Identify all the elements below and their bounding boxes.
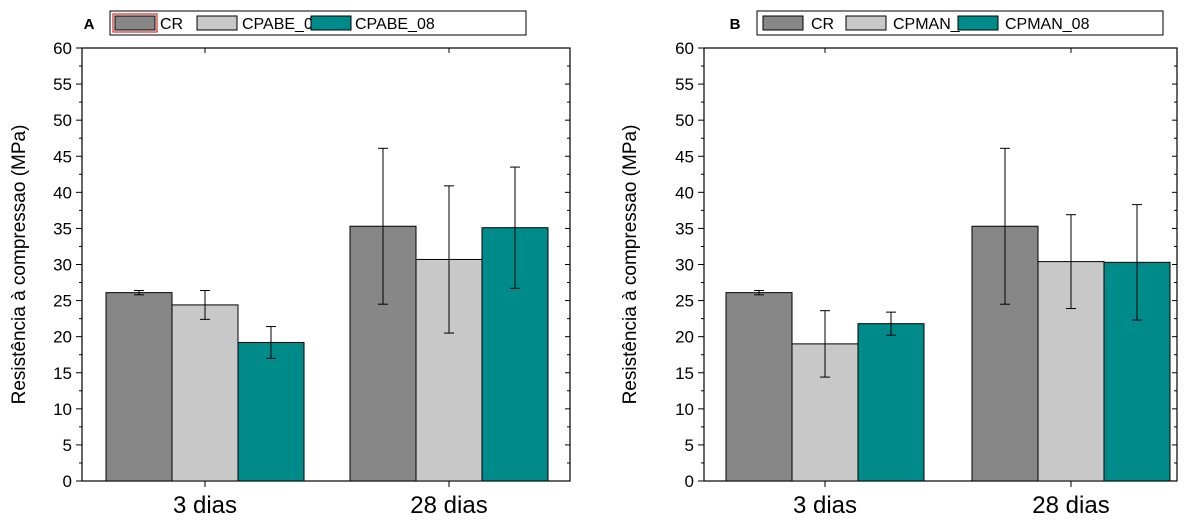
y-tick-label: 10 xyxy=(675,400,694,419)
legend-swatch xyxy=(196,15,238,31)
chart-panel-b: 0 5 10 15 20 25 30 35 40 45 50 55 60 Resistência à co… xyxy=(620,10,1178,519)
x-tick-label: 3 dias xyxy=(173,492,237,519)
y-tick-label: 50 xyxy=(53,111,72,130)
y-tick-label: 40 xyxy=(53,183,72,202)
y-tick-label: 15 xyxy=(675,364,694,383)
legend-selection-outline xyxy=(112,13,158,33)
y-tick-label: 30 xyxy=(53,256,72,275)
y-tick-label: 5 xyxy=(63,436,72,455)
y-tick-label: 15 xyxy=(53,364,72,383)
y-tick-label: 25 xyxy=(53,292,72,311)
y-tick-label: 40 xyxy=(675,183,694,202)
x-tick-label: 28 dias xyxy=(410,492,487,519)
y-tick-label: 60 xyxy=(53,39,72,58)
x-tick-label: 28 dias xyxy=(1032,492,1109,519)
legend-swatch xyxy=(845,15,887,31)
y-tick-label: 20 xyxy=(675,328,694,347)
y-tick-label: 50 xyxy=(675,111,694,130)
bar xyxy=(105,292,173,482)
legend-label: CR xyxy=(160,16,183,33)
y-tick-label: 10 xyxy=(53,400,72,419)
y-tick-label: 0 xyxy=(63,472,72,491)
legend-label: CPMAN_08 xyxy=(1005,16,1090,33)
legend-label: CPMAN_04 xyxy=(893,16,978,33)
legend-label: CR xyxy=(811,16,834,33)
legend-swatch xyxy=(310,15,352,31)
bar xyxy=(237,341,305,482)
legend-swatch xyxy=(114,15,156,31)
legend-label: CPABE_04 xyxy=(242,16,322,33)
x-tick-label: 3 dias xyxy=(793,492,857,519)
y-tick-label: 0 xyxy=(685,472,694,491)
y-tick-label: 60 xyxy=(675,39,694,58)
bar xyxy=(857,323,925,482)
panel-label: A xyxy=(84,16,95,33)
y-tick-label: 45 xyxy=(53,147,72,166)
y-tick-label: 35 xyxy=(675,219,694,238)
bar xyxy=(171,304,239,482)
legend-swatch xyxy=(957,15,999,31)
y-tick-label: 45 xyxy=(675,147,694,166)
legend-swatch xyxy=(762,15,804,31)
y-tick-label: 5 xyxy=(685,436,694,455)
bar xyxy=(725,292,793,482)
y-tick-label: 55 xyxy=(675,75,694,94)
y-tick-label: 55 xyxy=(53,75,72,94)
y-axis-title: Resistência à compressao (MPa) xyxy=(620,125,641,405)
y-tick-label: 35 xyxy=(53,219,72,238)
y-tick-label: 20 xyxy=(53,328,72,347)
y-tick-label: 25 xyxy=(675,292,694,311)
y-tick-label: 30 xyxy=(675,256,694,275)
chart-panel-a: 0 5 10 15 20 25 30 35 40 45 50 55 60 Resistência à co… xyxy=(9,10,571,519)
legend-label: CPABE_08 xyxy=(355,16,435,33)
y-axis-title: Resistência à compressao (MPa) xyxy=(9,125,30,405)
panel-label: B xyxy=(730,16,741,33)
